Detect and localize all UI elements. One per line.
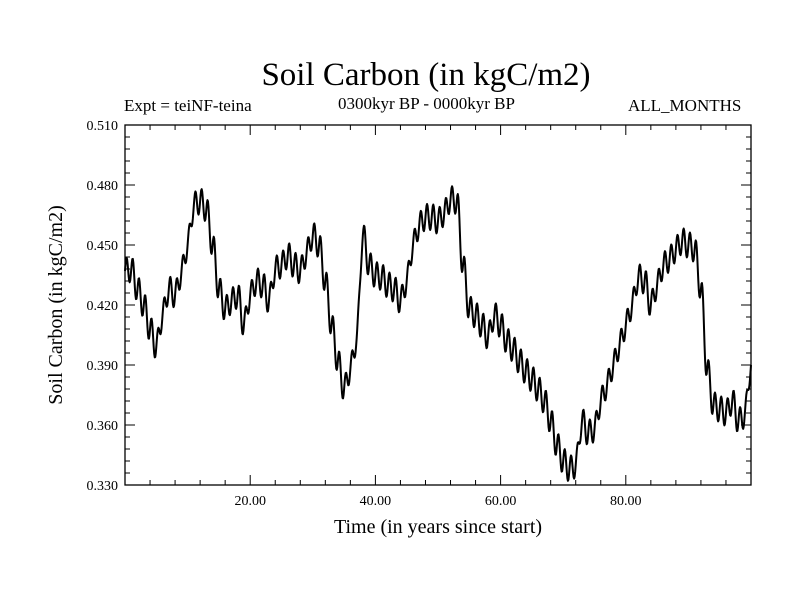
chart-title: Soil Carbon (in kgC/m2) — [261, 57, 591, 93]
x-tick-label: 80.00 — [610, 494, 642, 509]
months-label: ALL_MONTHS — [628, 96, 742, 115]
y-tick-label: 0.330 — [87, 479, 119, 494]
period-label: 0300kyr BP - 0000kyr BP — [338, 94, 515, 113]
y-tick-label: 0.450 — [87, 239, 119, 254]
y-tick-label: 0.510 — [87, 119, 119, 134]
experiment-label: Expt = teiNF-teina — [124, 96, 252, 115]
x-tick-label: 60.00 — [485, 494, 517, 509]
x-tick-label: 20.00 — [234, 494, 266, 509]
y-tick-label: 0.420 — [87, 299, 119, 314]
series-line-soil-carbon — [124, 185, 752, 482]
y-tick-label: 0.360 — [87, 419, 119, 434]
x-tick-label: 40.00 — [360, 494, 392, 509]
y-tick-label: 0.480 — [87, 179, 119, 194]
y-axis-label: Soil Carbon (in kgC/m2) — [45, 205, 67, 404]
x-axis-label: Time (in years since start) — [334, 516, 542, 538]
axis-ticks — [125, 124, 751, 486]
tick-labels: 0.330 0.360 0.390 0.420 0.450 0.480 0.510 20.00… — [87, 119, 642, 509]
y-tick-label: 0.390 — [87, 359, 119, 374]
plot-frame — [124, 124, 752, 486]
